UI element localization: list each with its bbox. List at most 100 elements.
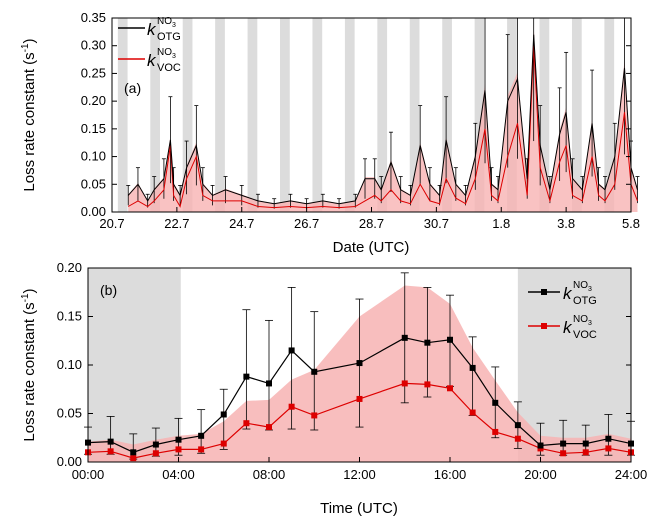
panel-a-y-axis-label: Loss rate constant (s-1) bbox=[20, 38, 38, 191]
panel-b-otg-point bbox=[582, 440, 589, 447]
panel-b-voc-point bbox=[311, 412, 318, 419]
panel-b-y-tick-label: 0.05 bbox=[57, 406, 82, 421]
panel-a-ylabel-close: ) bbox=[21, 38, 38, 43]
panel-b-ylabel-sup: -1 bbox=[20, 293, 31, 302]
panel-a-legend-otg-sup: NO bbox=[157, 16, 172, 27]
panel-a-voc-band bbox=[128, 25, 638, 212]
panel-b-legend-otg-sub: OTG bbox=[573, 295, 597, 307]
panel-b-x-tick-label: 00:00 bbox=[72, 467, 105, 482]
panel-b-voc-point bbox=[582, 449, 589, 456]
panel-b-x-axis-label: Time (UTC) bbox=[320, 500, 398, 517]
panel-a-x-tick-label: 22.7 bbox=[164, 216, 189, 231]
panel-b-voc-point bbox=[130, 455, 137, 462]
panel-b-otg-point bbox=[356, 360, 363, 367]
panel-a-otg-line bbox=[127, 34, 638, 205]
panel-b-voc-point bbox=[152, 450, 159, 457]
panel-a-night-band bbox=[247, 18, 258, 212]
panel-b-otg-point bbox=[130, 449, 137, 456]
panel-b-otg-point bbox=[107, 438, 114, 445]
panel-a-voc-band-area bbox=[128, 25, 638, 212]
panel-b-y-tick-label: 0.00 bbox=[57, 454, 82, 469]
panel-b-voc-point bbox=[560, 450, 567, 457]
panel-a-night-band bbox=[344, 18, 355, 212]
panel-b-voc-point bbox=[469, 409, 476, 416]
panel-a-y-tick-label: 0.15 bbox=[81, 121, 106, 136]
panel-b-voc-point bbox=[243, 420, 250, 427]
panel-b-x-tick-label: 04:00 bbox=[162, 467, 195, 482]
panel-b-y-ticks: 0.00 0.05 0.10 0.15 0.20 bbox=[57, 260, 631, 469]
panel-a-night-band bbox=[150, 18, 161, 212]
panel-a-night-band bbox=[312, 18, 323, 212]
panel-b-voc-point bbox=[356, 395, 363, 402]
panel-b-x-tick-label: 20:00 bbox=[524, 467, 557, 482]
panel-b-x-tick-label: 12:00 bbox=[343, 467, 376, 482]
panel-a-legend-otg-sub: OTG bbox=[157, 31, 181, 43]
panel-b-voc-point bbox=[605, 445, 612, 452]
panel-a-night-band bbox=[117, 18, 128, 212]
panel-a-night-band bbox=[280, 18, 290, 212]
panel-b-y-tick-label: 0.15 bbox=[57, 309, 82, 324]
panel-b-legend: k NO 3 OTG k NO 3 VOC bbox=[528, 280, 597, 341]
panel-a-x-tick-label: 20.7 bbox=[99, 216, 124, 231]
panel-a-legend-voc-main: k bbox=[147, 51, 157, 70]
panel-b-voc-point bbox=[401, 380, 408, 387]
panel-b-legend-otg-marker bbox=[541, 289, 547, 295]
panel-a-voc-line bbox=[127, 45, 638, 209]
panel-b-voc-point bbox=[107, 448, 114, 455]
panel-b-otg-point bbox=[220, 411, 227, 418]
panel-b-otg-point bbox=[514, 422, 521, 429]
panel-a-night-band bbox=[182, 18, 193, 212]
panel-a-x-tick-label: 1.8 bbox=[492, 216, 510, 231]
panel-a-y-tick-label: 0.35 bbox=[81, 10, 106, 25]
panel-a-night-band bbox=[377, 18, 388, 212]
panel-a-night-band bbox=[539, 18, 550, 212]
panel-b-legend-otg-sup: NO bbox=[573, 280, 588, 291]
panel-b-y-tick-label: 0.20 bbox=[57, 260, 82, 275]
panel-b-x-tick-label: 24:00 bbox=[615, 467, 648, 482]
panel-a-x-tick-label: 30.7 bbox=[424, 216, 449, 231]
panel-b-voc-point bbox=[492, 428, 499, 435]
panel-a-x-ticks: 20.7 22.7 24.7 26.7 28.7 30.7 1.8 3.8 5.8 bbox=[99, 207, 640, 231]
panel-b-night-band bbox=[517, 268, 631, 462]
panel-b-x-tick-label: 16:00 bbox=[434, 467, 467, 482]
panel-a-y-tick-label: 0.20 bbox=[81, 93, 106, 108]
panel-b-legend-otg-sup-sub: 3 bbox=[588, 286, 592, 293]
panel-a-y-tick-label: 0.10 bbox=[81, 149, 106, 164]
panel-a-ylabel-main: Loss rate constant (s bbox=[21, 52, 38, 191]
panel-b-x-ticks: 00:00 04:00 08:00 12:00 16:00 20:00 24:00 bbox=[72, 457, 648, 482]
panel-a-y-tick-label: 0.00 bbox=[81, 204, 106, 219]
panel-a-night-band bbox=[409, 18, 420, 212]
panel-a-legend-voc-sub: VOC bbox=[157, 62, 181, 74]
panel-b-legend-voc-sup-sub: 3 bbox=[588, 320, 592, 327]
panel-b-ylabel-main: Loss rate constant (s bbox=[21, 302, 38, 441]
panel-a-x-tick-label: 3.8 bbox=[557, 216, 575, 231]
panel-b-otg-point bbox=[198, 432, 205, 439]
panel-b-legend-voc-main: k bbox=[563, 318, 573, 337]
panel-b-legend-otg-main: k bbox=[563, 284, 573, 303]
panel-b-otg-point bbox=[447, 336, 453, 343]
panel-b-otg-point bbox=[469, 364, 476, 371]
panel-b-otg-point bbox=[175, 436, 182, 443]
panel-b-ylabel-close: ) bbox=[21, 288, 38, 293]
panel-a-legend-voc-sup: NO bbox=[157, 47, 172, 58]
panel-a-night-band bbox=[474, 18, 485, 212]
panel-a-label: (a) bbox=[124, 80, 141, 96]
panel-a-x-tick-label: 28.7 bbox=[359, 216, 384, 231]
panel-b-voc-point bbox=[220, 440, 227, 447]
panel-b-series bbox=[85, 334, 634, 462]
panel-b-otg-point bbox=[288, 347, 295, 354]
panel-b-voc-point bbox=[514, 435, 521, 442]
panel-b-otg-point bbox=[401, 334, 408, 341]
panel-a-series bbox=[126, 17, 640, 209]
panel-b: 0.00 0.05 0.10 0.15 0.20 00:00 04:00 08:00 12:0… bbox=[20, 260, 647, 517]
panel-b-otg-point bbox=[266, 380, 272, 387]
panel-a-legend-otg-main: k bbox=[147, 20, 157, 39]
panel-b-legend-voc-sub: VOC bbox=[573, 329, 597, 341]
panel-b-legend-voc-sup: NO bbox=[573, 314, 588, 325]
panel-b-y-tick-label: 0.10 bbox=[57, 357, 82, 372]
panel-a-legend: k NO 3 OTG k NO 3 VOC bbox=[118, 16, 181, 74]
panel-b-voc-point bbox=[424, 381, 431, 388]
panel-b-otg-point bbox=[243, 373, 250, 380]
panel-a-night-band bbox=[571, 18, 582, 212]
